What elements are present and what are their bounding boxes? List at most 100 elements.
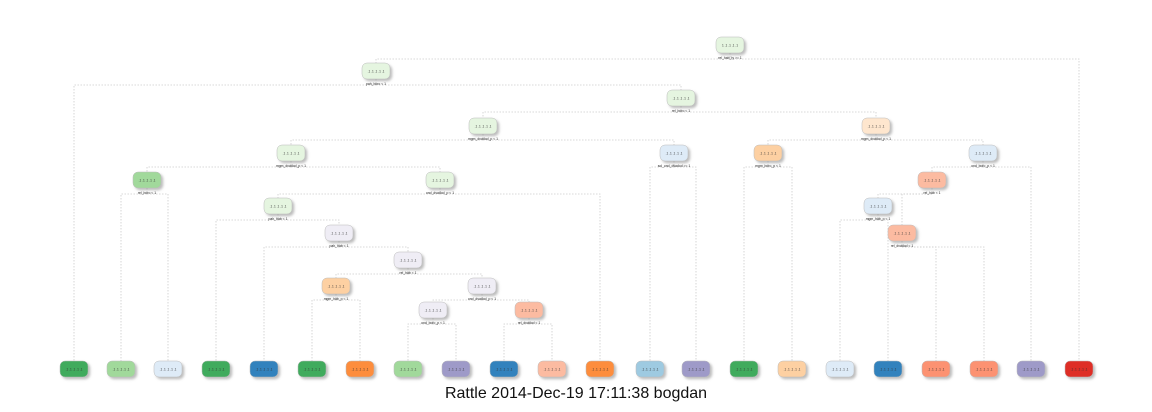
- node-box: [321, 277, 351, 295]
- node-box: [489, 360, 519, 378]
- split-label: rel_hab < 1: [399, 271, 416, 275]
- node-box: [276, 144, 306, 162]
- node-values: .1 .1 .1 .1 .1: [400, 368, 417, 372]
- split-label: rel_dvadod < 1: [518, 321, 541, 325]
- leaf-node-l2: .1 .1 .1 .1 .1: [106, 360, 136, 378]
- edge-n17-n19: [407, 268, 483, 278]
- edge-n13-l4: [215, 214, 279, 361]
- split-node-n21: .1 .1 .1 .1 .1 rel_dvadod < 1: [514, 301, 544, 325]
- leaf-node-l19: .1 .1 .1 .1 .1: [921, 360, 951, 378]
- edge-n18-l6: [311, 294, 337, 361]
- edge-n3-n4: [482, 106, 682, 118]
- leaf-node-l21: .1 .1 .1 .1 .1: [1016, 360, 1046, 378]
- leaf-node-l22: .1 .1 .1 .1 .1: [1064, 360, 1094, 378]
- leaf-node-l1: .1 .1 .1 .1 .1: [59, 360, 89, 378]
- split-label: rel_hab_ty >= 1: [718, 56, 742, 60]
- node-values: .1 .1 .1 .1 .1: [475, 125, 492, 129]
- edge-n11-n13: [277, 188, 441, 198]
- node-box: [59, 360, 89, 378]
- split-node-n1: 1 .1 .1 .1 .1 rel_hab_ty >= 1: [715, 36, 745, 60]
- edge-n12-n16: [901, 188, 933, 225]
- node-box: [968, 144, 998, 162]
- split-node-n11: .1 .1 .1 .1 .1 ond_dvadod_p < 1: [425, 171, 455, 195]
- node-box: [777, 360, 807, 378]
- split-label: rel_boro < 1: [672, 109, 690, 113]
- node-box: [921, 360, 951, 378]
- node-box: [263, 197, 293, 215]
- node-values: .1 .1 .1 .1 .1: [673, 97, 690, 101]
- node-box: [324, 224, 354, 242]
- node-values: .1 .1 .1 .1 .1: [425, 309, 442, 313]
- node-box: [861, 117, 891, 135]
- edge-n4-n6: [290, 134, 484, 145]
- node-box: [361, 62, 391, 80]
- node-values: .1 .1 .1 .1 .1: [642, 368, 659, 372]
- split-node-n12: .1 .1 .1 .1 .1 rel_hab < 1: [917, 171, 947, 195]
- split-label: mgm_boro_p < 1: [755, 164, 781, 168]
- node-box: [873, 360, 903, 378]
- node-box: [393, 251, 423, 269]
- edge-n15-l5: [263, 241, 340, 361]
- node-values: .1 .1 .1 .1 .1: [975, 152, 992, 156]
- edge-n7-l14: [673, 161, 697, 361]
- node-values: .1 .1 .1 .1 .1: [139, 179, 156, 183]
- node-values: .1 .1 .1 .1 .1: [331, 232, 348, 236]
- split-label: rel_hab < 1: [923, 191, 940, 195]
- node-values: .1 .1 .1 .1 .1: [208, 368, 225, 372]
- node-values: .1 .1 .1 .1 .1: [928, 368, 945, 372]
- node-values: .1 .1 .1 .1 .1: [270, 205, 287, 209]
- edge-n3-n5: [680, 106, 877, 118]
- node-box: [514, 301, 544, 319]
- node-values: .1 .1 .1 .1 .1: [283, 152, 300, 156]
- split-node-n15: .1 .1 .1 .1 .1 pah_hab < 1: [324, 224, 354, 248]
- leaf-node-l17: .1 .1 .1 .1 .1: [825, 360, 855, 378]
- node-box: [863, 197, 893, 215]
- edge-n17-n18: [335, 268, 409, 278]
- edge-n15-n17: [338, 241, 409, 252]
- node-box: [132, 171, 162, 189]
- node-values: .1 .1 .1 .1 .1: [924, 179, 941, 183]
- edge-n1-l22: [729, 53, 1080, 361]
- split-node-n10: .1 .1 .1 .1 .1 rel_boro < 1: [132, 171, 162, 195]
- split-node-n7: .1 .1 .1 .1 .1 sol_ond_dvadod >= 1: [658, 144, 690, 168]
- node-values: .1 .1 .1 .1 .1: [160, 368, 177, 372]
- leaf-node-l3: .1 .1 .1 .1 .1: [153, 360, 183, 378]
- split-node-n3: .1 .1 .1 .1 .1 rel_boro < 1: [666, 89, 696, 113]
- node-values: .1 .1 .1 .1 .1: [432, 179, 449, 183]
- leaf-node-l14: .1 .1 .1 .1 .1: [681, 360, 711, 378]
- node-values: .1 .1 .1 .1 .1: [352, 368, 369, 372]
- edge-n2-n3: [375, 79, 682, 90]
- split-node-n14: .1 .1 .1 .1 .1 mgm_hab_p < 1: [863, 197, 893, 221]
- split-node-n2: .1 .1 .1 .1 .1 pah_boro < 1: [361, 62, 391, 86]
- leaf-node-l13: .1 .1 .1 .1 .1: [635, 360, 665, 378]
- edge-n10-l2: [120, 188, 148, 361]
- edge-n6-n10: [146, 161, 292, 172]
- tree-nodes: 1 .1 .1 .1 .1 rel_hab_ty >= 1 .1 .1 .1 .1 …: [59, 36, 1094, 378]
- node-box: [153, 360, 183, 378]
- leaf-node-l8: .1 .1 .1 .1 .1: [393, 360, 423, 378]
- split-node-n17: .1 .1 .1 .1 .1 rel_hab < 1: [393, 251, 423, 275]
- edge-n7-l13: [649, 161, 675, 361]
- node-values: .1 .1 .1 .1 .1: [688, 368, 705, 372]
- node-values: .1 .1 .1 .1 .1: [870, 205, 887, 209]
- node-box: [666, 89, 696, 107]
- edge-n5-n8: [767, 134, 877, 145]
- node-values: .1 .1 .1 .1 .1: [1071, 368, 1088, 372]
- node-values: .1 .1 .1 .1 .1: [592, 368, 609, 372]
- split-label: rel_dvadod < 1: [891, 244, 914, 248]
- leaf-node-l9: .1 .1 .1 .1 .1: [441, 360, 471, 378]
- node-values: .1 .1 .1 .1 .1: [1023, 368, 1040, 372]
- leaf-node-l15: .1 .1 .1 .1 .1: [729, 360, 759, 378]
- edge-n1-n2: [375, 53, 731, 63]
- node-values: .1 .1 .1 .1 .1: [496, 368, 513, 372]
- leaf-node-l6: .1 .1 .1 .1 .1: [297, 360, 327, 378]
- leaf-node-l18: .1 .1 .1 .1 .1: [873, 360, 903, 378]
- tree-edges: [73, 53, 1080, 361]
- node-values: .1 .1 .1 .1 .1: [666, 152, 683, 156]
- leaf-node-l5: .1 .1 .1 .1 .1: [249, 360, 279, 378]
- split-label: mgm_hab_p < 1: [324, 297, 349, 301]
- edge-n14-l17: [839, 214, 879, 361]
- node-box: [715, 36, 745, 54]
- edge-n20-l9: [432, 318, 457, 361]
